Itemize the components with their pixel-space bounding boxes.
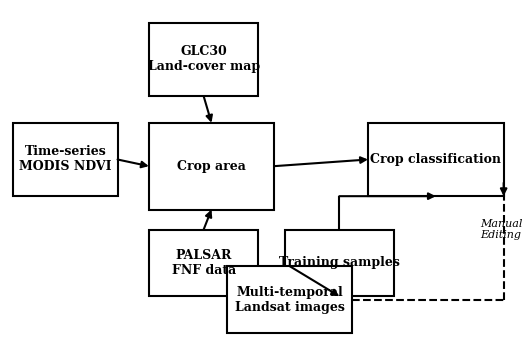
Text: GLC30
Land-cover map: GLC30 Land-cover map bbox=[147, 45, 260, 74]
Text: Manual
Editing: Manual Editing bbox=[480, 219, 522, 240]
FancyBboxPatch shape bbox=[227, 266, 352, 333]
FancyBboxPatch shape bbox=[149, 230, 259, 296]
FancyBboxPatch shape bbox=[149, 23, 259, 96]
FancyBboxPatch shape bbox=[13, 123, 118, 196]
FancyBboxPatch shape bbox=[149, 123, 274, 210]
Text: Multi-temporal
Landsat images: Multi-temporal Landsat images bbox=[235, 285, 344, 314]
FancyBboxPatch shape bbox=[285, 230, 394, 296]
Text: Crop classification: Crop classification bbox=[370, 153, 501, 166]
Text: Training samples: Training samples bbox=[279, 256, 400, 270]
Text: Crop area: Crop area bbox=[177, 160, 246, 173]
FancyBboxPatch shape bbox=[368, 123, 504, 196]
Text: PALSAR
FNF data: PALSAR FNF data bbox=[172, 249, 236, 277]
Text: Time-series
MODIS NDVI: Time-series MODIS NDVI bbox=[19, 145, 112, 174]
